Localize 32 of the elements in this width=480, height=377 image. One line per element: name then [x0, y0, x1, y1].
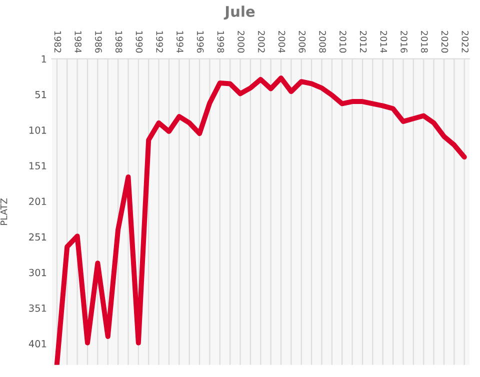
- x-tick-label: 2006: [298, 30, 306, 53]
- y-tick-label: 251: [29, 233, 46, 241]
- x-tick-label: 2014: [380, 30, 388, 53]
- x-tick-label: 2000: [238, 30, 244, 53]
- y-axis-title: PLATZ: [0, 198, 8, 225]
- x-tick-label: 2020: [441, 30, 448, 53]
- x-tick-label: 1984: [74, 31, 82, 53]
- x-tick-label: 1998: [217, 31, 224, 53]
- x-tick-label: 2022: [462, 30, 469, 52]
- y-tick-label: 151: [29, 162, 46, 170]
- x-tick-label: 2004: [278, 30, 286, 53]
- x-tick-label: 1988: [115, 31, 122, 53]
- x-tick-label: 2016: [400, 30, 408, 53]
- x-tick-label: 1982: [54, 31, 62, 52]
- y-tick-label: 1: [42, 55, 46, 63]
- x-tick-label: 2018: [420, 30, 428, 53]
- y-tick-label: 201: [29, 198, 46, 206]
- y-tick-label: 301: [29, 268, 46, 276]
- x-tick-label: 2008: [319, 30, 326, 53]
- y-tick-label: 351: [29, 304, 46, 312]
- x-tick-label: 2010: [340, 30, 346, 53]
- y-tick-label: 401: [28, 340, 46, 348]
- x-tick-label: 1994: [176, 31, 184, 53]
- y-tick-label: 51: [35, 91, 46, 98]
- chart-title: Jule: [224, 6, 255, 20]
- x-tick-label: 1992: [156, 31, 163, 52]
- y-tick-label: 101: [29, 126, 46, 134]
- x-tick-label: 1986: [95, 31, 102, 53]
- x-tick-label: 1996: [196, 31, 204, 53]
- x-tick-label: 2002: [258, 30, 265, 52]
- x-tick-label: 2012: [360, 30, 367, 52]
- x-tick-label: 1990: [136, 31, 143, 53]
